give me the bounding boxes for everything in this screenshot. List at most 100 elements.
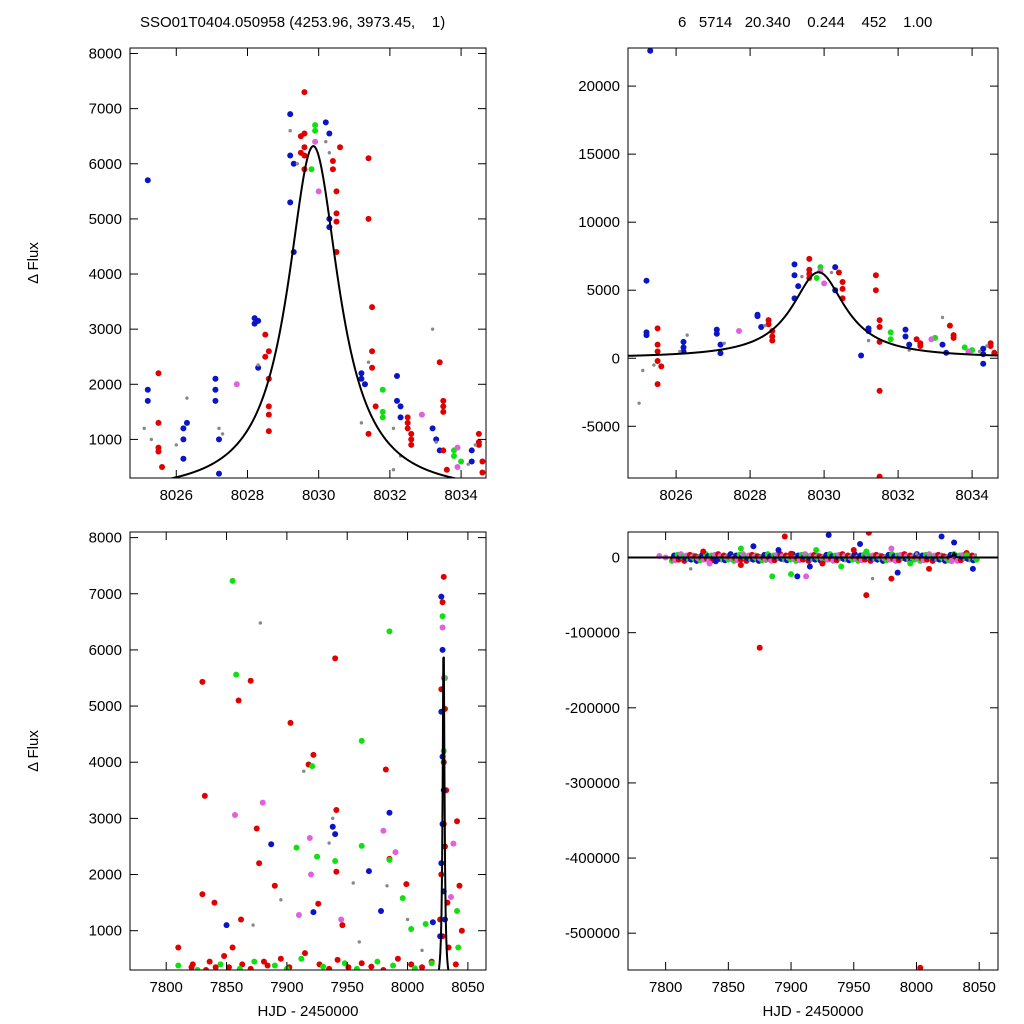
- data-point-gray: [829, 270, 834, 275]
- data-point-red: [229, 944, 236, 951]
- x-tick-label: 8050: [962, 979, 995, 996]
- data-point-blue: [212, 386, 219, 393]
- data-point-blue: [329, 823, 336, 830]
- data-point-red: [301, 144, 308, 151]
- x-tick-label: 8050: [451, 979, 484, 996]
- data-point-gray: [641, 368, 645, 373]
- data-point-red: [850, 547, 857, 554]
- data-point-gray: [434, 440, 438, 444]
- data-point-pink: [233, 381, 240, 388]
- y-tick-label: 20000: [578, 78, 620, 95]
- data-point-blue: [358, 370, 365, 377]
- data-point-red: [865, 532, 872, 536]
- data-point-red: [264, 962, 271, 969]
- data-point-gray: [217, 426, 221, 431]
- panel-bottom-right: 7800 7850 7900 7950 8000 8050 -500000 -400000 -3…: [565, 531, 999, 1020]
- data-point-red: [888, 575, 895, 582]
- x-axis-label: HJD - 2450000: [258, 1003, 359, 1020]
- data-layer: [628, 48, 998, 478]
- data-point-gray: [327, 841, 331, 845]
- data-point-pink: [448, 894, 455, 900]
- data-point-blue: [795, 283, 802, 290]
- data-point-red: [297, 133, 304, 140]
- data-point-gray: [866, 338, 871, 343]
- data-point-red: [382, 766, 389, 773]
- data-point-gray: [722, 341, 726, 345]
- data-point-gray: [914, 552, 919, 556]
- data-point-green: [229, 577, 236, 584]
- data-point-red: [333, 806, 340, 813]
- y-tick-label: 4000: [89, 754, 122, 771]
- header-right-stats: 6 5714 20.340 0.244 452 1.00: [678, 14, 933, 31]
- y-tick-label: 0: [612, 350, 620, 367]
- x-tick-label: 8000: [391, 979, 424, 996]
- data-point-red: [876, 387, 883, 394]
- data-point-blue: [775, 547, 782, 554]
- data-point-gray: [359, 421, 364, 425]
- y-tick-label: 15000: [578, 146, 620, 163]
- data-point-blue: [750, 543, 757, 550]
- data-point-red: [950, 334, 957, 341]
- data-point-pink: [803, 573, 810, 580]
- data-point-red: [332, 655, 339, 662]
- data-point-gray: [678, 349, 682, 354]
- data-layer: [175, 573, 465, 970]
- data-point-red: [212, 964, 219, 970]
- data-point-green: [341, 960, 348, 967]
- data-point-blue: [938, 533, 945, 540]
- data-point-blue: [754, 313, 761, 320]
- data-point-pink: [259, 799, 266, 806]
- y-tick-label: 3000: [89, 321, 122, 338]
- data-point-blue: [144, 397, 151, 404]
- data-point-blue: [144, 177, 151, 184]
- y-axis-label: Δ Flux: [25, 730, 42, 772]
- data-point-green: [175, 962, 182, 969]
- data-point-green: [374, 958, 381, 965]
- data-point-green: [358, 842, 365, 849]
- data-point-gray: [327, 151, 332, 155]
- data-point-pink: [454, 444, 461, 451]
- data-point-red: [408, 436, 415, 443]
- data-point-red: [155, 419, 162, 426]
- data-point-blue: [717, 350, 724, 357]
- data-point-gray: [185, 396, 189, 400]
- x-tick-label: 8032: [373, 487, 406, 504]
- data-point-red: [247, 965, 254, 970]
- data-point-pink: [888, 545, 895, 552]
- y-tick-label: -200000: [565, 700, 620, 717]
- data-point-red: [654, 381, 661, 388]
- data-point-red: [806, 255, 813, 262]
- data-point-red: [440, 397, 447, 404]
- data-point-red: [329, 166, 336, 173]
- data-point-red: [479, 469, 486, 476]
- data-point-green: [390, 962, 397, 969]
- data-point-red: [819, 560, 826, 567]
- y-tick-label: -500000: [565, 925, 620, 942]
- data-point-red: [404, 425, 411, 432]
- data-point-blue: [310, 909, 317, 916]
- model-curve: [628, 552, 998, 559]
- x-tick-label: 8028: [733, 487, 766, 504]
- data-point-red: [369, 364, 376, 371]
- data-point-red: [333, 218, 340, 225]
- data-point-gray: [351, 881, 355, 885]
- data-point-green: [314, 853, 321, 860]
- data-point-red: [369, 304, 376, 311]
- data-point-red: [991, 349, 998, 356]
- data-point-blue: [144, 386, 151, 393]
- data-point-gray: [637, 401, 641, 405]
- y-axis-label: Δ Flux: [25, 242, 42, 284]
- data-point-red: [155, 448, 162, 455]
- data-point-blue: [212, 375, 219, 382]
- data-point-green: [887, 329, 894, 336]
- data-point-gray: [324, 140, 328, 144]
- data-point-green: [399, 895, 406, 902]
- data-point-blue: [438, 593, 445, 600]
- data-point-red: [452, 961, 459, 968]
- data-point-green: [298, 955, 305, 962]
- data-point-blue: [643, 277, 650, 284]
- data-point-blue: [361, 381, 368, 388]
- data-point-red: [368, 963, 375, 970]
- data-point-red: [479, 458, 486, 465]
- data-point-green: [312, 122, 319, 129]
